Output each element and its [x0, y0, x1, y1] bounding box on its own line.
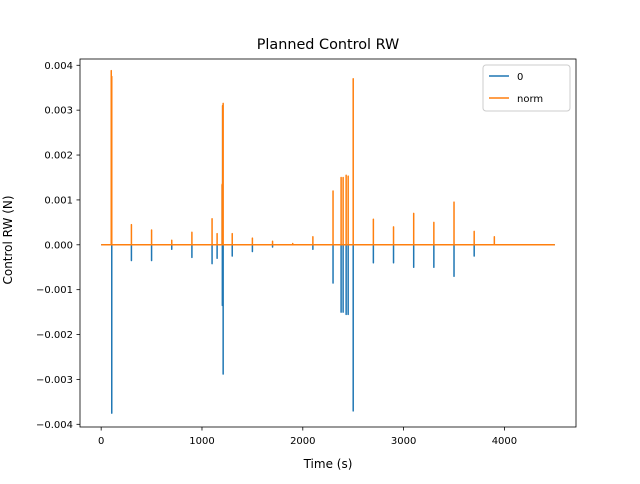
y-tick-label: −0.001: [36, 285, 73, 296]
x-tick-label: 2000: [290, 436, 315, 447]
y-tick-label: 0.001: [44, 195, 73, 206]
y-tick-label: 0.002: [44, 151, 73, 162]
y-tick-label: −0.003: [36, 375, 73, 386]
legend-label: 0: [517, 72, 523, 83]
x-axis-label: Time (s): [303, 457, 353, 471]
x-axis: 0 1000 2000 3000 4000: [98, 427, 517, 447]
y-axis-label: Control RW (N): [1, 195, 15, 284]
y-tick-label: 0.003: [44, 106, 73, 117]
legend-label: norm: [517, 94, 543, 105]
y-tick-label: −0.002: [36, 330, 73, 341]
y-tick-label: 0.000: [44, 240, 73, 251]
y-tick-label: −0.004: [36, 420, 73, 431]
chart-title: Planned Control RW: [257, 37, 400, 53]
series-line-norm: [101, 69, 555, 246]
x-tick-label: 3000: [391, 436, 416, 447]
y-axis: −0.004 −0.003 −0.002 −0.001 0.000 0.001 0.002 0…: [36, 61, 80, 431]
axes-frame: [79, 58, 577, 428]
plot-area: [79, 58, 577, 428]
x-tick-label: 4000: [492, 436, 517, 447]
legend: 0 norm: [482, 64, 571, 112]
x-tick-label: 1000: [189, 436, 214, 447]
plot-background: [80, 59, 576, 427]
x-tick-label: 0: [98, 436, 104, 447]
y-tick-label: 0.004: [44, 61, 73, 72]
